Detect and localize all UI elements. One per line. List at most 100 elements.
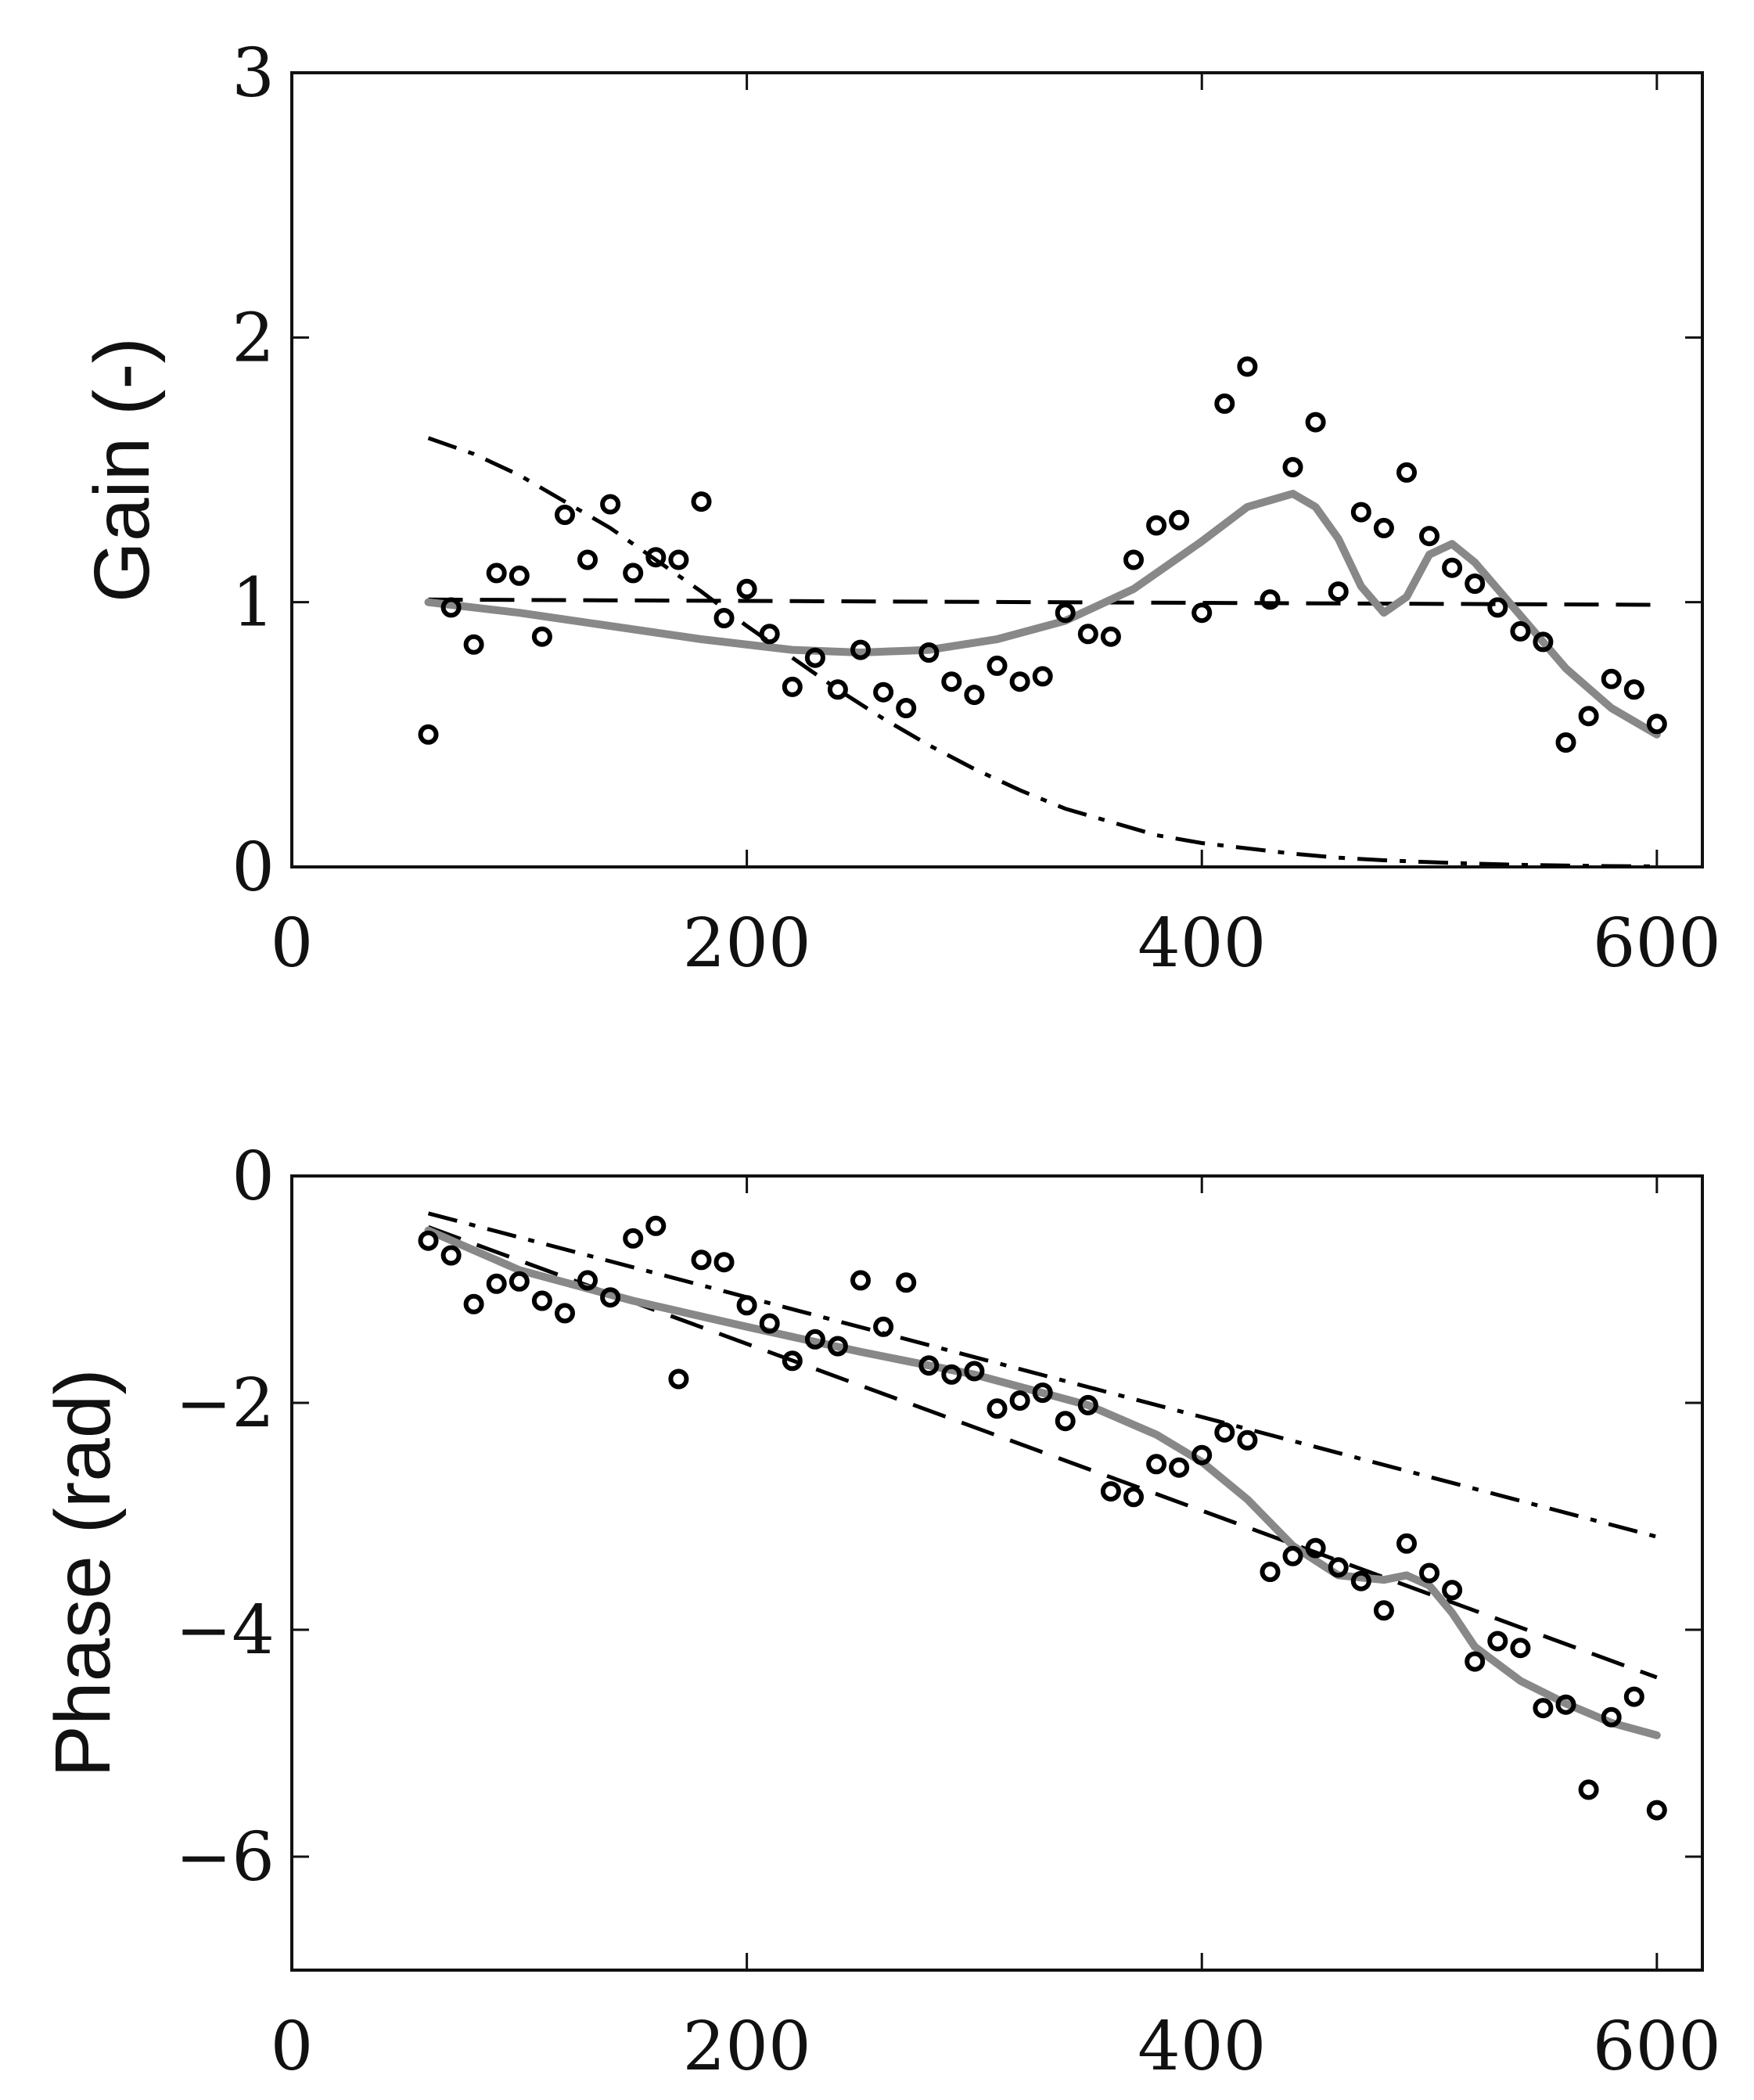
data-point	[850, 639, 871, 660]
data-point	[440, 597, 462, 618]
data-point	[555, 505, 575, 525]
data-point	[804, 1329, 825, 1350]
data-point	[1646, 714, 1667, 735]
data-point	[1350, 1570, 1371, 1591]
data-point	[1214, 393, 1235, 414]
data-point	[1623, 1686, 1644, 1707]
y-axis-title: Phase (rad)	[39, 1368, 127, 1777]
data-point	[1169, 509, 1190, 530]
data-point	[1510, 1638, 1531, 1659]
data-point	[1282, 1545, 1303, 1566]
data-point	[486, 1273, 507, 1294]
series-dash-dot-line	[427, 436, 1657, 868]
data-point	[1191, 602, 1213, 624]
data-point	[418, 724, 439, 745]
data-point	[964, 1361, 985, 1382]
series-model-line	[424, 490, 1661, 739]
data-point	[577, 1270, 598, 1291]
y-tick-label: 2	[232, 299, 275, 377]
data-point	[1237, 356, 1258, 377]
data-point	[691, 491, 712, 512]
data-point	[623, 1228, 644, 1249]
data-point	[1032, 666, 1053, 687]
data-point	[1146, 1454, 1167, 1475]
data-point	[873, 681, 894, 703]
data-point	[1009, 1390, 1030, 1411]
data-point	[623, 563, 644, 584]
data-point	[1533, 1698, 1554, 1719]
x-tick-label: 200	[683, 904, 811, 983]
data-point	[668, 1368, 689, 1390]
data-point	[1305, 1537, 1326, 1559]
y-axis-title: Gain (-)	[78, 337, 166, 602]
y-tick-label: 0	[232, 1138, 275, 1216]
series-dashed-line	[428, 597, 1657, 607]
data-point	[486, 563, 507, 584]
data-point	[1328, 581, 1349, 602]
data-point	[736, 1295, 757, 1316]
data-point	[827, 679, 848, 700]
data-point	[1601, 668, 1622, 689]
data-point	[577, 549, 598, 570]
data-point	[1465, 1651, 1486, 1672]
data-point	[1419, 1562, 1440, 1584]
y-tick-label: −2	[175, 1365, 275, 1443]
data-point	[1601, 1706, 1622, 1728]
axes-frame	[290, 71, 1704, 868]
data-point	[1442, 1580, 1463, 1601]
data-point	[782, 676, 803, 697]
data-point	[1396, 462, 1417, 483]
data-point	[509, 565, 530, 586]
data-point	[804, 647, 825, 668]
data-point	[1305, 412, 1326, 433]
data-point	[418, 1230, 439, 1251]
data-point	[1578, 1779, 1599, 1800]
series-dash-dot-line	[427, 1211, 1658, 1539]
data-point	[600, 494, 621, 515]
data-point	[1009, 671, 1030, 692]
data-point	[691, 1250, 712, 1271]
data-point	[896, 698, 917, 718]
data-point	[1237, 1429, 1258, 1451]
data-point	[1077, 624, 1098, 645]
data-point	[941, 1364, 962, 1385]
data-point	[1578, 706, 1599, 727]
data-point	[759, 624, 780, 645]
data-point	[941, 671, 962, 692]
x-tick-label: 0	[271, 904, 314, 983]
y-tick-label: 0	[232, 829, 275, 907]
data-point	[1032, 1383, 1053, 1403]
data-point	[531, 1290, 552, 1311]
data-point	[873, 1316, 894, 1337]
y-tick-label: 1	[232, 564, 275, 642]
x-tick-label: 0	[271, 2008, 314, 2086]
data-point	[645, 1215, 667, 1236]
data-point	[1123, 549, 1144, 570]
x-tick-label: 600	[1593, 904, 1721, 983]
data-point	[827, 1336, 848, 1357]
data-point	[1533, 631, 1554, 653]
data-point	[1555, 1694, 1576, 1715]
data-point	[1442, 557, 1463, 578]
x-tick-label: 400	[1138, 904, 1266, 983]
x-tick-label: 400	[1138, 2008, 1266, 2086]
data-point	[736, 578, 757, 599]
axes-frame	[290, 1174, 1704, 1972]
data-point	[463, 1293, 484, 1314]
data-point	[668, 549, 689, 570]
data-point	[1646, 1800, 1667, 1821]
data-point	[987, 1398, 1008, 1419]
gain-plot: 0 200 400 600 0 1 2 3 Gain (-)	[78, 34, 1721, 983]
data-point	[1328, 1557, 1349, 1578]
data-point	[896, 1272, 917, 1293]
series-model-line	[424, 1226, 1661, 1739]
data-point	[1623, 679, 1644, 700]
data-point	[1487, 1631, 1508, 1652]
data-point	[600, 1287, 621, 1308]
data-point	[1260, 1562, 1281, 1582]
data-point	[555, 1303, 575, 1324]
data-point	[1055, 602, 1076, 624]
x-tick-label: 200	[683, 2008, 811, 2086]
data-point	[1419, 526, 1440, 547]
